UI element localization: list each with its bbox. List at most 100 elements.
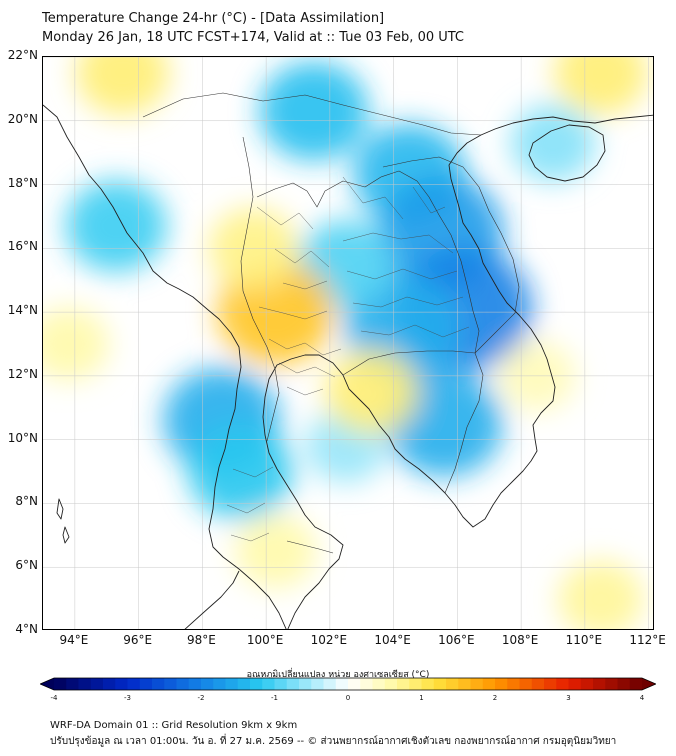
lat-label: 22°N	[7, 48, 38, 62]
province-lines-northeast	[342, 232, 470, 338]
colorbar-segment	[54, 678, 67, 690]
colorbar-segment	[458, 678, 471, 690]
warming-area-16	[76, 57, 170, 116]
warming-area-14	[324, 349, 418, 435]
colorbar-segment	[519, 678, 533, 690]
colorbar-segment	[152, 678, 165, 690]
province-lines-north	[256, 206, 330, 320]
lon-label: 94°E	[59, 633, 89, 647]
province-lines-central	[268, 338, 342, 396]
coastline-hainan	[528, 124, 606, 182]
lat-label: 14°N	[7, 303, 38, 318]
warming-area-19	[43, 307, 109, 381]
colorbar-segment	[213, 678, 226, 690]
colorbar-extend-min	[40, 678, 54, 690]
lat-label: 12°N	[7, 366, 38, 381]
lon-label: 100°E	[246, 633, 284, 647]
colorbar-segment	[115, 678, 128, 690]
lat-label: 10°N	[7, 430, 38, 445]
lon-label: 108°E	[501, 633, 539, 647]
lat-label: 8°N	[15, 494, 38, 509]
colorbar-segment	[421, 678, 435, 690]
province-lines-south	[226, 466, 274, 542]
warming-area-20	[558, 560, 644, 629]
lat-label: 6°N	[15, 558, 38, 573]
footer-update-info: ปรับปรุงข้อมูล ณ เวลา 01:00น. วัน อ. ที่…	[50, 736, 617, 747]
colorbar-segment	[605, 678, 618, 690]
colorbar-segment	[250, 678, 263, 690]
border-malaysia-thailand	[286, 540, 334, 554]
colorbar-tick-label: -3	[124, 694, 131, 702]
colorbar-segment	[139, 678, 153, 690]
lon-label: 110°E	[565, 633, 603, 647]
cooling-area-0	[259, 61, 369, 161]
coastline-myanmar-west	[43, 104, 287, 629]
lon-label: 104°E	[374, 633, 411, 647]
colorbar-segment	[78, 678, 92, 690]
border-laos-vietnam	[382, 156, 520, 354]
colorbar	[40, 677, 656, 691]
coastline-gulf-thailand	[262, 114, 653, 629]
warming-area-15	[235, 514, 317, 589]
colorbar-title: อุณหภูมิเปลี่ยนแปลง หน่วย องศาเซลเซียส (…	[246, 670, 430, 680]
lon-label: 106°E	[438, 633, 475, 647]
footer-model-info: WRF-DA Domain 01 :: Grid Resolution 9km …	[50, 720, 298, 731]
colorbar-tick-label: 3	[566, 694, 571, 702]
colorbar-segment	[531, 678, 545, 690]
colorbar-segment	[274, 678, 288, 690]
colorbar-segment	[470, 678, 484, 690]
colorbar-segment	[580, 678, 594, 690]
colorbar-segment	[495, 678, 508, 690]
cooling-area-8	[188, 423, 293, 520]
lon-label: 112°E	[629, 633, 666, 647]
lat-label: 18°N	[7, 175, 38, 190]
colorbar-tick-label: -4	[50, 694, 58, 702]
colorbar-segment	[593, 678, 606, 690]
colorbar-segment	[286, 678, 300, 690]
coastline-sumatra	[184, 570, 240, 629]
colorbar-segment	[335, 678, 349, 690]
colorbar-segment	[237, 678, 251, 690]
colorbar-segment	[299, 678, 312, 690]
colorbar-segment	[568, 678, 582, 690]
lon-label: 96°E	[123, 633, 153, 647]
colorbar-tick-label: -2	[197, 694, 205, 702]
map-panel	[42, 56, 654, 630]
colorbar-tick-label: 1	[419, 694, 424, 702]
colorbar-segment	[397, 678, 410, 690]
colorbar-segment	[617, 678, 631, 690]
colorbar-segment	[262, 678, 275, 690]
coastline-andaman	[56, 498, 70, 544]
colorbar-segment	[360, 678, 373, 690]
colorbar-segment	[446, 678, 459, 690]
chart-title: Temperature Change 24-hr (°C) - [Data As…	[42, 11, 385, 26]
colorbar-segment	[164, 678, 177, 690]
temperature-change-map	[43, 57, 653, 629]
lon-label: 98°E	[186, 633, 216, 647]
lon-label: 102°E	[310, 633, 348, 647]
chart-subtitle: Monday 26 Jan, 18 UTC FCST+174, Valid at…	[42, 30, 465, 45]
border-thailand-cambodia	[342, 350, 476, 376]
colorbar-segment	[482, 678, 496, 690]
colorbar-segment	[66, 678, 79, 690]
colorbar-segment	[348, 678, 361, 690]
colorbar-segment	[629, 678, 643, 690]
province-lines-laos	[342, 176, 446, 220]
colorbar-tick-label: 2	[492, 694, 498, 702]
colorbar-segment	[323, 678, 337, 690]
colorbar-segment	[384, 678, 398, 690]
colorbar-segment	[188, 678, 202, 690]
colorbar-segment	[556, 678, 569, 690]
warming-area-17	[554, 57, 648, 116]
colorbar-segment	[544, 678, 557, 690]
border-laos-thailand	[256, 170, 480, 354]
colorbar-segment	[225, 678, 239, 690]
colorbar-segment	[176, 678, 190, 690]
colorbar-segment	[103, 678, 116, 690]
cooling-area-10	[65, 180, 167, 272]
colorbar-segment	[90, 678, 104, 690]
colorbar-segment	[127, 678, 141, 690]
colorbar-segment	[372, 678, 386, 690]
colorbar-segment	[409, 678, 422, 690]
colorbar-tick-label: 0	[345, 694, 351, 702]
